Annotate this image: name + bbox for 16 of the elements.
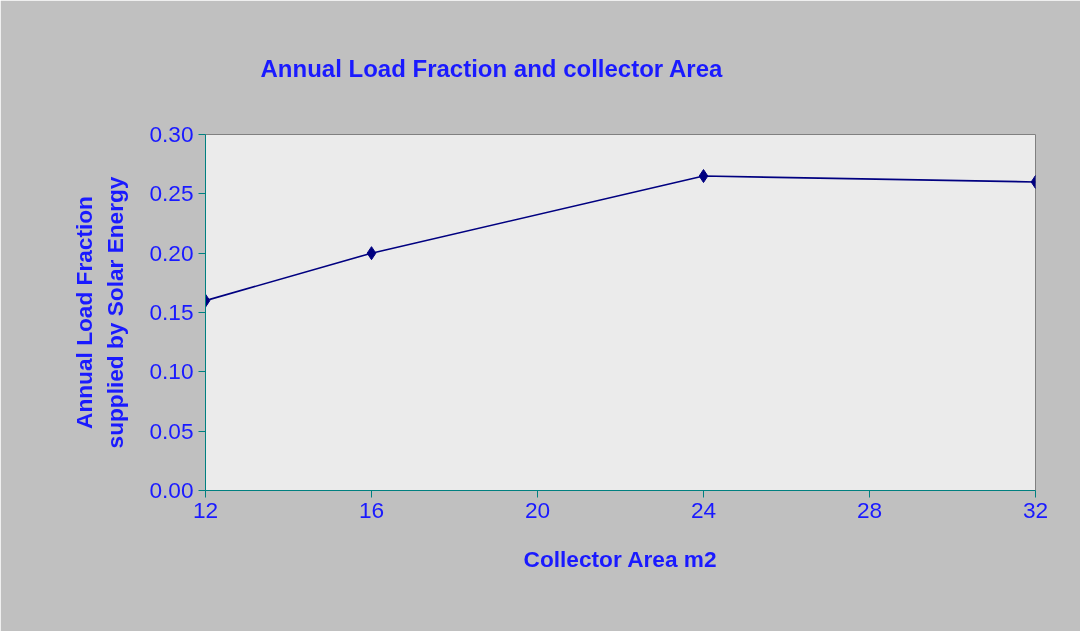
- x-tick-label: 20: [524, 496, 551, 523]
- x-tick-label: 32: [1022, 496, 1049, 523]
- x-tick-label: 12: [192, 496, 219, 523]
- y-axis-title: Annual Load Fraction supplied by Solar Energy: [71, 176, 129, 449]
- y-tick-label: 0.25: [149, 180, 194, 207]
- y-tick-label: 0.10: [149, 358, 194, 385]
- y-tick-label: 0.20: [149, 239, 194, 266]
- x-axis-title: Collector Area m2: [523, 545, 717, 572]
- y-tick-label: 0.30: [149, 121, 194, 147]
- x-tick-label: 24: [690, 496, 717, 523]
- y-tick-label: 0.15: [149, 299, 194, 325]
- y-tick-label: 0.05: [149, 417, 194, 444]
- x-tick-label: 16: [358, 496, 385, 523]
- y-tick-label: 0.00: [149, 477, 194, 503]
- chart-title: Annual Load Fraction and collector Area: [260, 55, 723, 82]
- x-tick-label: 28: [856, 496, 883, 523]
